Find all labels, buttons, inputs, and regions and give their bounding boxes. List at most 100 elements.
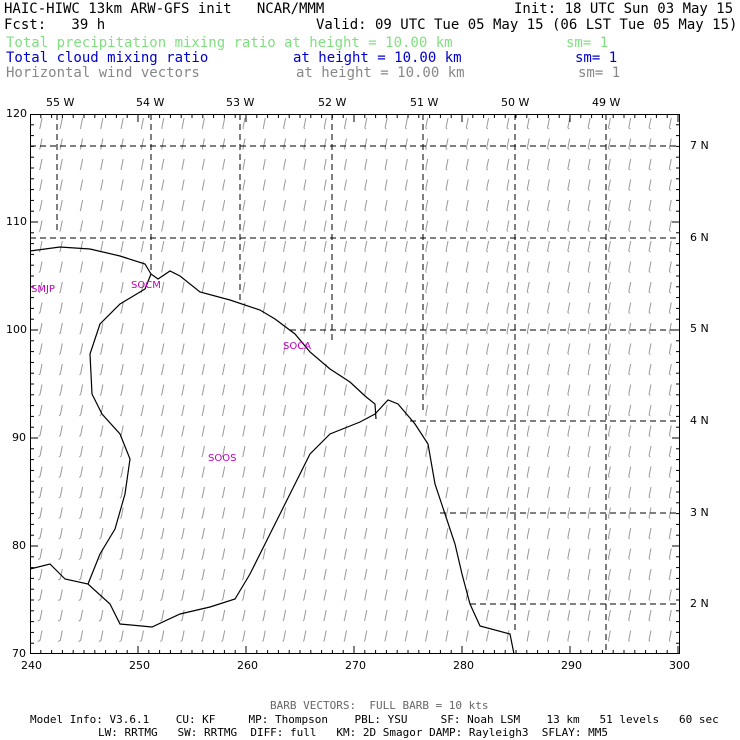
wind-barb bbox=[425, 363, 429, 376]
wind-barb bbox=[323, 507, 327, 519]
wind-barb bbox=[526, 609, 530, 622]
wind-barb bbox=[303, 240, 307, 253]
wind-barb bbox=[364, 486, 368, 499]
wind-barb bbox=[668, 568, 672, 581]
wind-barb bbox=[404, 609, 408, 622]
wind-barb bbox=[262, 322, 266, 335]
wind-barb bbox=[445, 466, 449, 478]
wind-barb bbox=[648, 302, 652, 314]
coastline bbox=[30, 246, 377, 420]
wind-barb bbox=[323, 589, 327, 601]
wind-barb bbox=[587, 445, 591, 458]
wind-barb bbox=[344, 220, 347, 232]
wind-barb bbox=[526, 568, 530, 581]
wind-barb bbox=[343, 630, 347, 642]
wind-barb bbox=[344, 158, 347, 171]
wind-barb bbox=[384, 568, 388, 581]
wind-barb bbox=[547, 589, 550, 601]
wind-barb bbox=[465, 240, 469, 253]
wind-barb bbox=[465, 199, 469, 212]
wind-barb bbox=[262, 425, 266, 437]
wind-barb bbox=[465, 568, 469, 581]
wind-barb bbox=[283, 138, 287, 150]
wind-barb bbox=[445, 138, 449, 150]
wind-barb bbox=[119, 589, 124, 601]
wind-barb bbox=[648, 199, 652, 212]
wind-barb bbox=[648, 425, 652, 437]
wind-barb bbox=[425, 609, 429, 622]
wind-barb bbox=[364, 425, 368, 437]
wind-barb bbox=[323, 630, 327, 642]
wind-barb bbox=[648, 466, 652, 478]
wind-barb bbox=[303, 158, 307, 171]
wind-barb bbox=[567, 630, 571, 642]
wind-barb bbox=[201, 527, 205, 540]
wind-barb bbox=[567, 261, 571, 273]
wind-barb bbox=[99, 281, 104, 294]
wind-barb bbox=[139, 589, 144, 601]
wind-barb bbox=[425, 322, 429, 335]
wind-barb bbox=[180, 425, 185, 437]
wind-barb bbox=[486, 138, 490, 150]
wind-barb bbox=[668, 179, 672, 191]
wind-barb bbox=[222, 138, 226, 150]
wind-barb bbox=[323, 568, 327, 581]
wind-barb bbox=[486, 261, 490, 273]
wind-barb bbox=[262, 527, 266, 540]
wind-barb bbox=[547, 568, 550, 581]
wind-barb bbox=[119, 384, 124, 396]
wind-barb bbox=[343, 486, 347, 499]
wind-barb bbox=[384, 158, 388, 171]
lon-label-54w: 54 W bbox=[136, 96, 165, 109]
wind-barb bbox=[628, 384, 632, 396]
field-cloud-sm: sm= 1 bbox=[575, 50, 618, 66]
wind-barb bbox=[180, 507, 185, 519]
wind-barb bbox=[100, 158, 104, 171]
wind-barb bbox=[323, 322, 327, 335]
wind-barb bbox=[363, 609, 368, 622]
wind-barb bbox=[364, 117, 368, 130]
wind-barb bbox=[303, 507, 307, 519]
wind-barb bbox=[547, 240, 550, 253]
wind-barb bbox=[282, 548, 287, 560]
wind-barb bbox=[140, 240, 144, 253]
wind-barb bbox=[344, 466, 347, 478]
wind-barb bbox=[79, 384, 84, 396]
wind-barb bbox=[506, 609, 510, 622]
wind-barb bbox=[222, 240, 226, 253]
wind-barb bbox=[567, 548, 571, 560]
wind-barb bbox=[425, 630, 429, 642]
wind-barb bbox=[506, 179, 510, 191]
wind-barb bbox=[363, 630, 368, 642]
wind-barb bbox=[323, 117, 327, 130]
wind-barb bbox=[201, 117, 205, 130]
lat-lon-grid bbox=[30, 114, 680, 654]
wind-barb bbox=[465, 179, 469, 191]
x-tick-290: 290 bbox=[561, 659, 582, 672]
wind-barb bbox=[37, 507, 43, 519]
wind-barb bbox=[404, 630, 408, 642]
wind-barb bbox=[262, 343, 266, 355]
wind-barb bbox=[465, 507, 469, 519]
wind-barb bbox=[668, 589, 672, 601]
x-tick-260: 260 bbox=[237, 659, 258, 672]
wind-barb bbox=[38, 343, 43, 355]
wind-barb bbox=[262, 158, 266, 171]
wind-barb bbox=[465, 630, 469, 642]
wind-barb bbox=[364, 302, 368, 314]
wind-barb bbox=[567, 384, 571, 396]
wind-barb bbox=[506, 240, 510, 253]
wind-barb bbox=[607, 199, 611, 212]
wind-barb bbox=[384, 445, 388, 458]
wind-barb bbox=[262, 261, 266, 273]
wind-barb bbox=[241, 568, 246, 581]
wind-barb bbox=[201, 281, 205, 294]
wind-barb bbox=[303, 404, 307, 417]
wind-barb bbox=[119, 404, 124, 417]
wind-barb bbox=[404, 322, 408, 335]
wind-barb bbox=[303, 281, 307, 294]
wind-barb bbox=[140, 466, 144, 478]
wind-barb bbox=[465, 548, 469, 560]
wind-barb bbox=[241, 527, 246, 540]
wind-barb bbox=[607, 527, 611, 540]
